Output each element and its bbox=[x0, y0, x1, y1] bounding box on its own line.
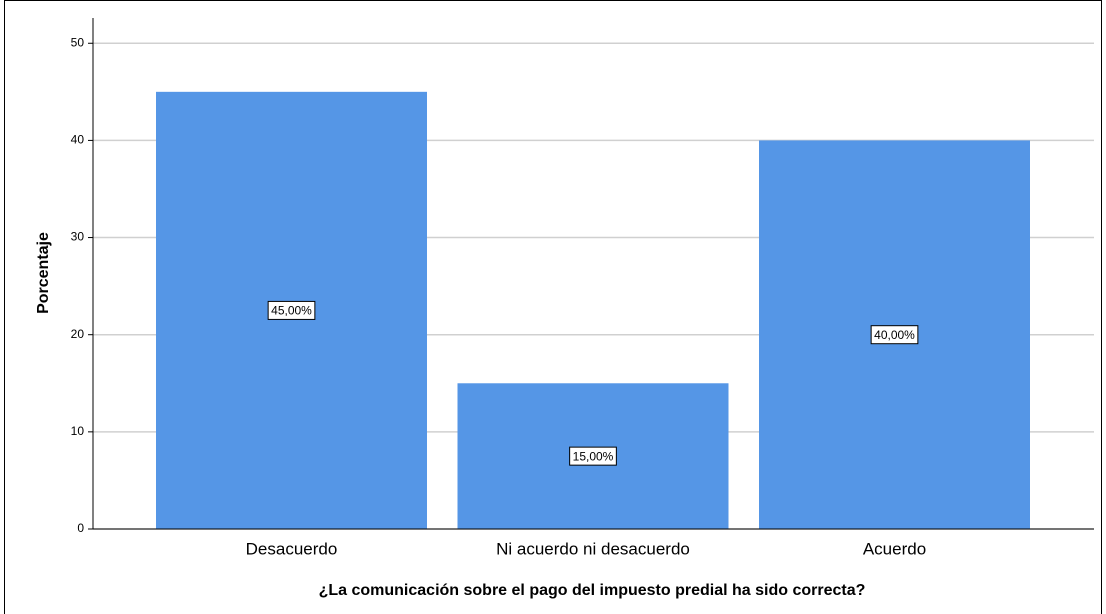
y-tick-label: 10 bbox=[71, 424, 85, 438]
y-axis-title: Porcentaje bbox=[35, 232, 52, 314]
y-tick-label: 20 bbox=[71, 327, 85, 341]
x-axis-title: ¿La comunicación sobre el pago del impue… bbox=[319, 582, 866, 599]
frame bbox=[4, 0, 1102, 614]
value-label: 45,00% bbox=[271, 304, 312, 318]
value-label-box bbox=[267, 300, 316, 320]
y-tick-label: 0 bbox=[77, 521, 84, 535]
value-label-box bbox=[870, 325, 919, 345]
x-tick-label: Desacuerdo bbox=[246, 539, 338, 558]
y-tick-label: 30 bbox=[71, 230, 85, 244]
x-tick-label: Acuerdo bbox=[863, 539, 926, 558]
y-tick-label: 50 bbox=[71, 35, 85, 49]
value-label: 40,00% bbox=[874, 328, 915, 342]
value-label: 15,00% bbox=[573, 449, 614, 463]
value-label-box bbox=[569, 446, 617, 466]
y-tick-label: 40 bbox=[71, 133, 85, 147]
x-tick-label: Ni acuerdo ni desacuerdo bbox=[496, 539, 690, 558]
